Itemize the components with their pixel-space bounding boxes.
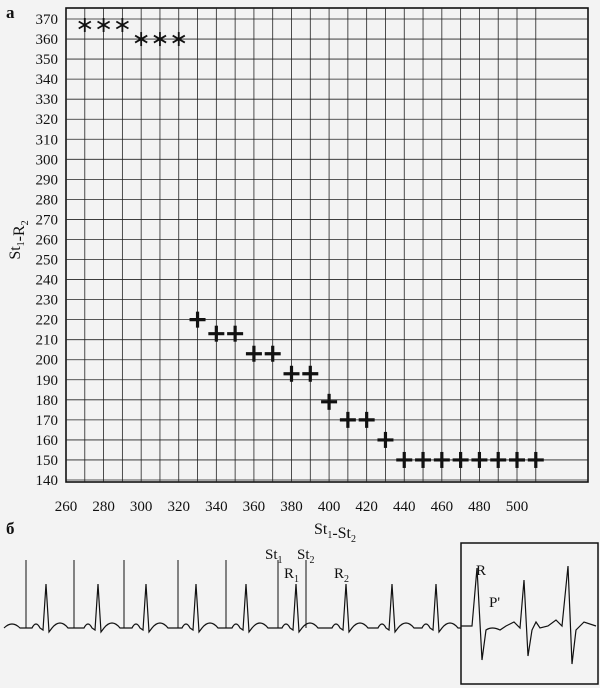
y-tick-label: 270	[36, 212, 59, 228]
plus-marker	[377, 431, 394, 448]
plus-marker	[208, 325, 225, 342]
ecg-label-r2: R2	[334, 566, 349, 585]
x-tick-label: 320	[168, 499, 191, 515]
x-tick-label: 500	[506, 499, 529, 515]
y-tick-label: 220	[36, 313, 59, 329]
asterisk-marker	[97, 18, 111, 33]
ecg-strip: St1 St2 R1 R2 R P'	[3, 542, 599, 685]
plot-frame	[65, 7, 589, 483]
y-tick-labels: 140 150 160 170 180 190 200 210 220 230 240 250 260 2…	[36, 12, 59, 489]
ecg-label-p-prime: P'	[489, 595, 500, 611]
y-tick-label: 310	[36, 132, 59, 148]
y-tick-label: 350	[36, 52, 59, 68]
y-tick-label: 140	[36, 473, 59, 489]
y-tick-label: 160	[36, 433, 59, 449]
panel-label-b: б	[6, 519, 15, 538]
y-axis-label: St1-R2	[7, 220, 31, 259]
plus-marker	[490, 451, 507, 468]
ecg-inset-trace	[461, 565, 597, 665]
asterisk-marker	[115, 18, 129, 33]
asterisk-marker	[172, 32, 186, 47]
x-tick-label: 380	[280, 499, 303, 515]
plus-marker	[396, 451, 413, 468]
plus-marker	[189, 311, 206, 328]
y-tick-label: 340	[36, 72, 59, 88]
x-tick-label: 280	[92, 499, 115, 515]
chart-marks	[78, 18, 544, 468]
y-tick-label: 150	[36, 453, 59, 469]
y-tick-label: 260	[36, 232, 59, 248]
y-tick-label: 250	[36, 253, 59, 269]
y-tick-label: 190	[36, 373, 59, 389]
asterisk-marker	[134, 32, 148, 47]
plus-marker	[321, 393, 338, 410]
ecg-label-r: R	[476, 563, 486, 579]
plus-marker	[227, 325, 244, 342]
x-tick-label: 260	[55, 499, 78, 515]
y-tick-label: 240	[36, 273, 59, 289]
y-tick-label: 180	[36, 393, 59, 409]
y-tick-label: 230	[36, 293, 59, 309]
asterisk-marker	[78, 18, 92, 33]
y-tick-label: 300	[36, 152, 59, 168]
plus-marker	[358, 411, 375, 428]
y-tick-label: 200	[36, 353, 59, 369]
x-tick-label: 360	[243, 499, 266, 515]
plus-marker	[283, 365, 300, 382]
ecg-stimulus-spikes	[25, 560, 307, 628]
chart-grid	[65, 7, 589, 483]
plus-marker	[452, 451, 469, 468]
plus-marker	[245, 345, 262, 362]
x-tick-label: 460	[431, 499, 454, 515]
plus-marker	[339, 411, 356, 428]
plus-marker	[415, 451, 432, 468]
y-tick-label: 210	[36, 333, 59, 349]
x-tick-label: 340	[205, 499, 228, 515]
x-tick-label: 300	[130, 499, 153, 515]
ecg-inset-box	[460, 542, 599, 685]
y-tick-label: 320	[36, 112, 59, 128]
x-tick-label: 420	[355, 499, 378, 515]
x-tick-label: 400	[318, 499, 341, 515]
plus-marker	[433, 451, 450, 468]
x-axis-label: St1-St2	[314, 521, 356, 545]
x-tick-label: 440	[393, 499, 416, 515]
x-tick-label: 480	[468, 499, 491, 515]
y-tick-label: 360	[36, 32, 59, 48]
plus-marker	[471, 451, 488, 468]
plus-marker	[264, 345, 281, 362]
ecg-label-st2: St2	[297, 547, 315, 566]
panel-label-a: а	[6, 3, 15, 22]
plus-marker	[527, 451, 544, 468]
y-tick-label: 330	[36, 92, 59, 108]
ecg-label-st1: St1	[265, 547, 283, 566]
plus-marker	[509, 451, 525, 468]
y-tick-label: 370	[36, 12, 59, 28]
plus-marker	[302, 365, 319, 382]
x-tick-labels: 260 280 300 320 340 360 380 400 420 440 460 480 500	[55, 499, 529, 515]
asterisk-marker	[153, 32, 167, 47]
ecg-trace	[3, 583, 461, 634]
ecg-label-r1: R1	[284, 566, 299, 585]
y-tick-label: 290	[36, 172, 59, 188]
y-tick-label: 280	[36, 192, 59, 208]
y-tick-label: 170	[36, 413, 59, 429]
